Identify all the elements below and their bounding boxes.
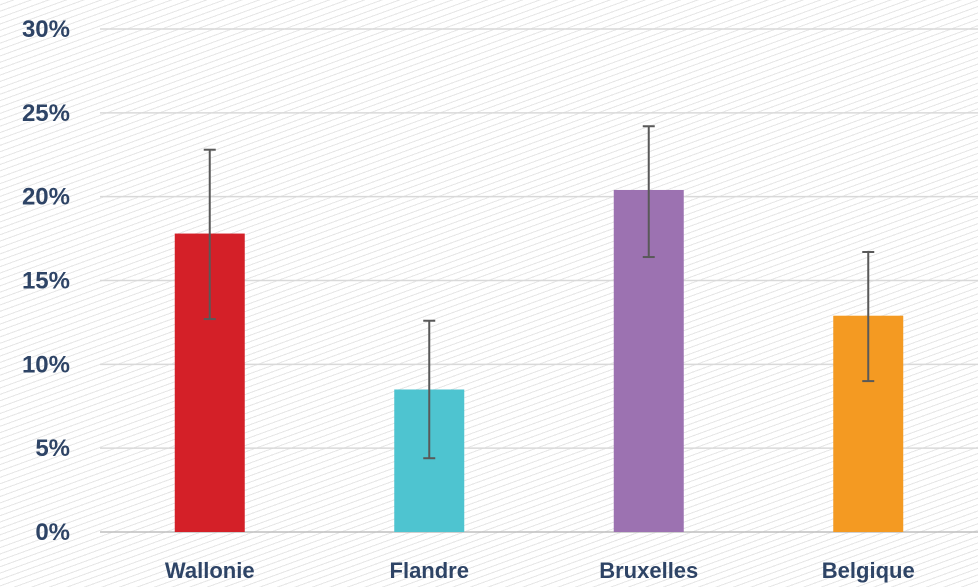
y-tick-label: 0% bbox=[35, 519, 70, 546]
y-tick-label: 25% bbox=[22, 100, 70, 127]
error-bar-bruxelles bbox=[642, 125, 655, 259]
error-bar-wallonie bbox=[203, 148, 216, 321]
bars bbox=[174, 189, 904, 532]
x-tick-label: Belgique bbox=[822, 558, 915, 583]
error-bar-belgique bbox=[862, 250, 875, 383]
x-axis-labels: Wallonie Flandre Bruxelles Belgique bbox=[165, 558, 915, 583]
error-bars bbox=[203, 125, 875, 460]
grid-lines bbox=[100, 28, 978, 533]
y-tick-label: 15% bbox=[22, 268, 70, 295]
y-tick-label: 30% bbox=[22, 16, 70, 43]
error-bar-flandre bbox=[423, 319, 436, 460]
x-tick-label: Wallonie bbox=[165, 558, 255, 583]
x-tick-label: Flandre bbox=[390, 558, 469, 583]
y-axis-labels: 0% 5% 10% 15% 20% 25% 30% bbox=[22, 16, 70, 546]
x-tick-label: Bruxelles bbox=[599, 558, 698, 583]
y-tick-label: 5% bbox=[35, 435, 70, 462]
y-tick-label: 10% bbox=[22, 351, 70, 378]
y-tick-label: 20% bbox=[22, 184, 70, 211]
